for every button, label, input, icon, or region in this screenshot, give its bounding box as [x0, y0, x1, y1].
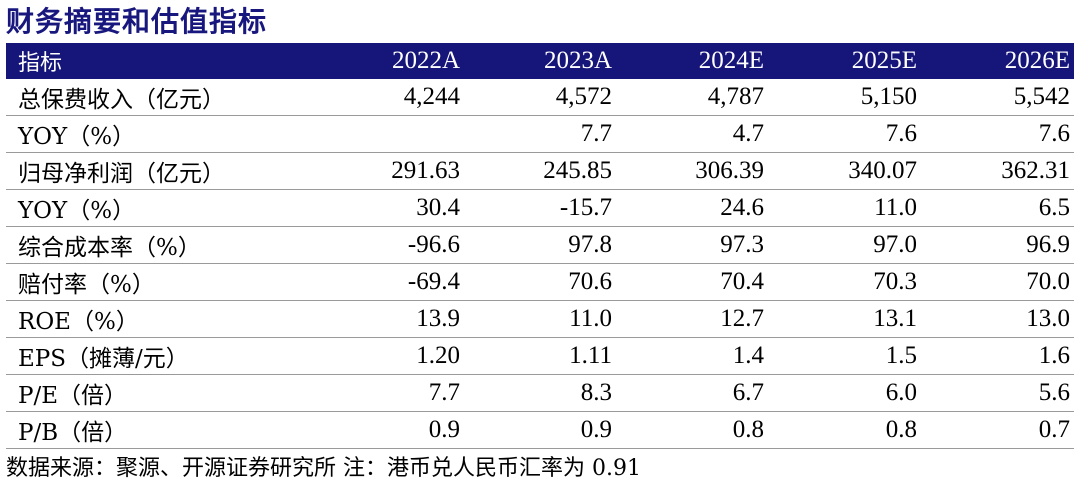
- cell-value: -96.6: [312, 226, 464, 264]
- header-indicator: 指标: [6, 43, 312, 79]
- cell-value: 11.0: [768, 189, 921, 227]
- cell-value: -69.4: [312, 263, 464, 301]
- cell-value: 340.07: [768, 152, 921, 190]
- cell-value: 7.6: [768, 115, 921, 153]
- cell-value: 0.7: [921, 411, 1074, 449]
- table-row: YOY（%） 7.7 4.7 7.6 7.6: [6, 115, 1074, 153]
- cell-value: 0.8: [616, 411, 768, 449]
- cell-value: 5,150: [768, 79, 921, 116]
- table-row: 综合成本率（%） -96.6 97.8 97.3 97.0 96.9: [6, 226, 1074, 264]
- row-label: 总保费收入（亿元）: [6, 79, 312, 116]
- cell-value: 362.31: [921, 152, 1074, 190]
- row-label: EPS（摊薄/元）: [6, 337, 312, 375]
- header-2024e: 2024E: [616, 43, 768, 79]
- table-row: P/E（倍） 7.7 8.3 6.7 6.0 5.6: [6, 374, 1074, 412]
- cell-value: 4,787: [616, 79, 768, 116]
- cell-value: 4.7: [616, 115, 768, 153]
- table-row: ROE（%） 13.9 11.0 12.7 13.1 13.0: [6, 300, 1074, 338]
- row-label: 综合成本率（%）: [6, 226, 312, 264]
- cell-value: 0.9: [312, 411, 464, 449]
- cell-value: 70.3: [768, 263, 921, 301]
- cell-value: 4,244: [312, 79, 464, 116]
- table-row: EPS（摊薄/元） 1.20 1.11 1.4 1.5 1.6: [6, 337, 1074, 375]
- header-2023a: 2023A: [464, 43, 616, 79]
- row-label: 归母净利润（亿元）: [6, 152, 312, 190]
- financial-summary-table: 指标 2022A 2023A 2024E 2025E 2026E 总保费收入（亿…: [6, 43, 1074, 449]
- cell-value: 97.3: [616, 226, 768, 264]
- row-label: P/B（倍）: [6, 411, 312, 449]
- cell-value: 70.4: [616, 263, 768, 301]
- cell-value: 13.0: [921, 300, 1074, 338]
- cell-value: 5,542: [921, 79, 1074, 116]
- table-row: 归母净利润（亿元） 291.63 245.85 306.39 340.07 36…: [6, 152, 1074, 190]
- cell-value: 0.9: [464, 411, 616, 449]
- cell-value: 97.0: [768, 226, 921, 264]
- table-row: 赔付率（%） -69.4 70.6 70.4 70.3 70.0: [6, 263, 1074, 301]
- cell-value: 8.3: [464, 374, 616, 412]
- cell-value: 245.85: [464, 152, 616, 190]
- cell-value: 7.6: [921, 115, 1074, 153]
- cell-value: 7.7: [464, 115, 616, 153]
- cell-value: 7.7: [312, 374, 464, 412]
- header-2022a: 2022A: [312, 43, 464, 79]
- table-row: P/B（倍） 0.9 0.9 0.8 0.8 0.7: [6, 411, 1074, 449]
- cell-value: 291.63: [312, 152, 464, 190]
- cell-value: 6.5: [921, 189, 1074, 227]
- cell-value: 6.7: [616, 374, 768, 412]
- cell-value: 96.9: [921, 226, 1074, 264]
- cell-value: [312, 115, 464, 153]
- cell-value: 1.20: [312, 337, 464, 375]
- cell-value: 4,572: [464, 79, 616, 116]
- table-title: 财务摘要和估值指标: [6, 5, 268, 38]
- cell-value: 13.1: [768, 300, 921, 338]
- cell-value: 13.9: [312, 300, 464, 338]
- header-row: 指标 2022A 2023A 2024E 2025E 2026E: [6, 43, 1074, 79]
- cell-value: 1.5: [768, 337, 921, 375]
- cell-value: 70.6: [464, 263, 616, 301]
- cell-value: 11.0: [464, 300, 616, 338]
- header-2026e: 2026E: [921, 43, 1074, 79]
- row-label: ROE（%）: [6, 300, 312, 338]
- cell-value: 70.0: [921, 263, 1074, 301]
- cell-value: 0.8: [768, 411, 921, 449]
- cell-value: -15.7: [464, 189, 616, 227]
- cell-value: 306.39: [616, 152, 768, 190]
- cell-value: 5.6: [921, 374, 1074, 412]
- cell-value: 6.0: [768, 374, 921, 412]
- row-label: YOY（%）: [6, 189, 312, 227]
- cell-value: 1.11: [464, 337, 616, 375]
- cell-value: 12.7: [616, 300, 768, 338]
- cell-value: 97.8: [464, 226, 616, 264]
- cell-value: 1.6: [921, 337, 1074, 375]
- row-label: YOY（%）: [6, 115, 312, 153]
- source-note: 数据来源：聚源、开源证券研究所 注：港币兑人民币汇率为 0.91: [6, 456, 641, 481]
- row-label: P/E（倍）: [6, 374, 312, 412]
- table-row: 总保费收入（亿元） 4,244 4,572 4,787 5,150 5,542: [6, 79, 1074, 116]
- cell-value: 24.6: [616, 189, 768, 227]
- table-row: YOY（%） 30.4 -15.7 24.6 11.0 6.5: [6, 189, 1074, 227]
- cell-value: 30.4: [312, 189, 464, 227]
- row-label: 赔付率（%）: [6, 263, 312, 301]
- header-2025e: 2025E: [768, 43, 921, 79]
- cell-value: 1.4: [616, 337, 768, 375]
